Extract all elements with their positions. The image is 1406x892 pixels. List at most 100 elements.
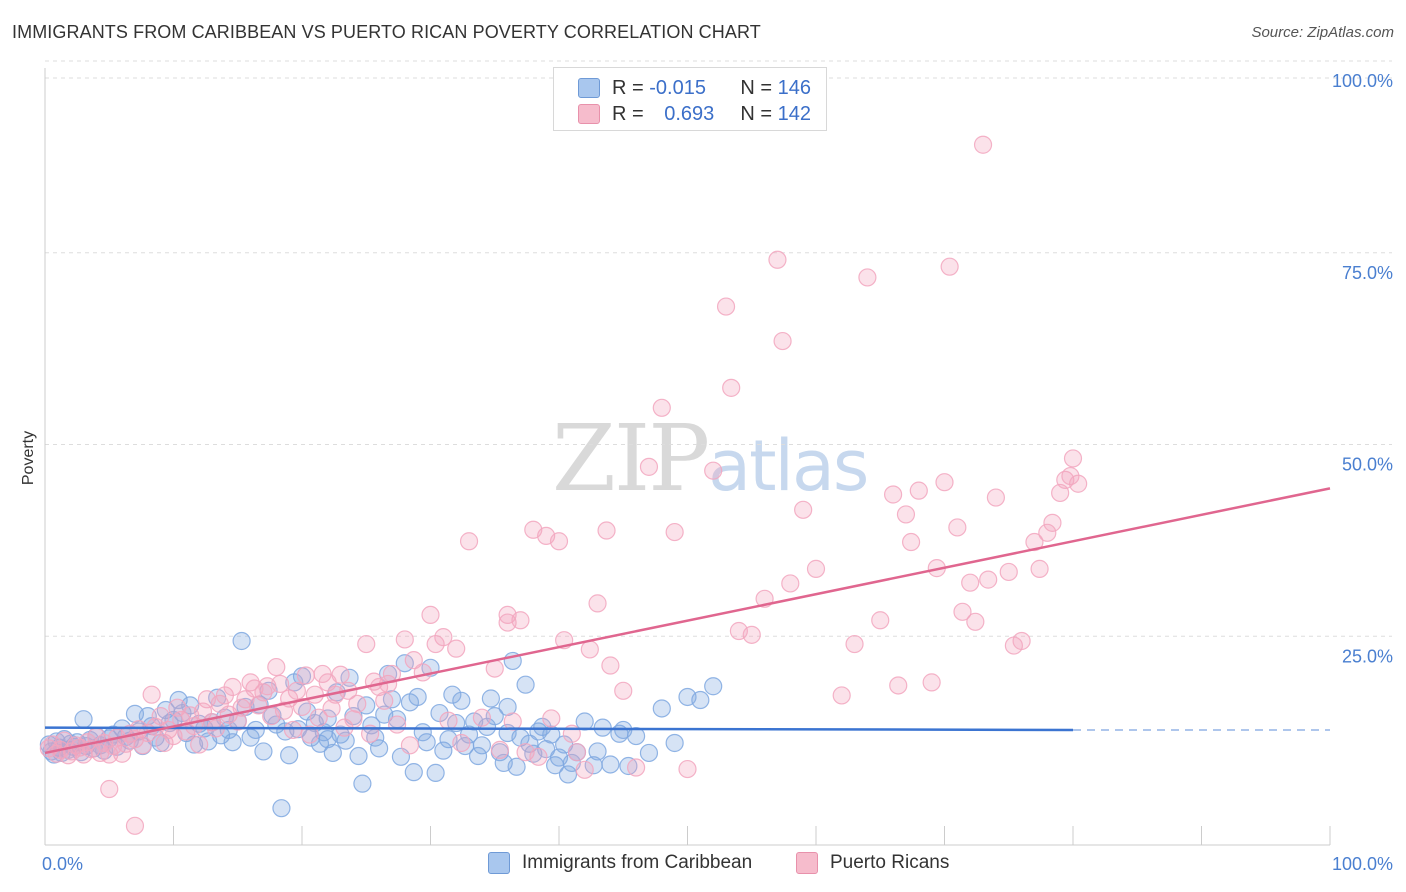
data-point — [459, 532, 479, 551]
bottom-legend-label: Puerto Ricans — [830, 852, 950, 873]
data-point — [940, 257, 959, 276]
data-point — [845, 634, 864, 654]
data-point — [806, 559, 826, 578]
data-point — [348, 694, 367, 713]
data-point — [597, 521, 616, 540]
trend-line-caribbean — [44, 726, 1074, 732]
data-point — [426, 763, 445, 783]
data-point — [601, 656, 620, 675]
watermark-zip: ZIP — [552, 405, 710, 512]
legend-row-caribbean: R = -0.015 N = 146 — [578, 76, 811, 100]
data-point — [858, 268, 877, 287]
data-point — [434, 741, 453, 760]
data-point — [125, 816, 145, 835]
data-point — [691, 690, 710, 710]
data-point — [267, 657, 286, 677]
data-point — [678, 759, 697, 779]
data-point — [742, 625, 761, 644]
legend-n-value: 146 — [777, 76, 811, 99]
data-point — [280, 746, 299, 765]
legend-swatch-caribbean — [578, 78, 600, 98]
legend-row-puerto-ricans: R = 0.693 N = 142 — [578, 102, 811, 126]
data-point — [768, 250, 787, 269]
data-point — [773, 331, 792, 351]
data-point — [223, 733, 242, 752]
grid-lines — [45, 60, 1392, 637]
data-point — [542, 709, 561, 728]
tick-labels: 100.0% 75.0% 50.0% 25.0% 0.0% 100.0% — [42, 71, 1393, 874]
data-point — [781, 574, 800, 593]
data-point — [296, 666, 315, 685]
data-point — [472, 736, 491, 755]
trend-lines — [44, 487, 1331, 755]
data-point — [375, 691, 394, 710]
data-point — [1012, 631, 1031, 651]
data-point — [979, 570, 998, 589]
data-point — [272, 799, 291, 818]
data-point — [1025, 532, 1044, 552]
data-point — [832, 686, 851, 705]
bottom-legend-swatch-puerto-ricans — [796, 852, 818, 874]
data-point — [283, 720, 303, 740]
data-point — [973, 135, 993, 154]
data-point — [922, 673, 941, 692]
data-point — [232, 631, 251, 651]
data-point — [357, 696, 376, 715]
data-point — [447, 639, 466, 658]
legend-n-value: 142 — [777, 102, 811, 125]
data-point — [614, 681, 633, 700]
trend-line-puerto-ricans — [44, 487, 1331, 755]
legend-r-value: 0.693 — [664, 102, 715, 125]
data-point — [716, 297, 736, 316]
data-point — [588, 594, 607, 613]
data-point — [549, 532, 569, 551]
data-point — [567, 743, 587, 762]
bottom-legend-puerto-ricans: Puerto Ricans — [796, 852, 949, 874]
data-point — [190, 735, 209, 754]
legend-n-label: N = — [740, 76, 773, 99]
data-point — [452, 733, 471, 753]
data-point — [382, 690, 402, 709]
watermark-atlas: atlas — [708, 425, 869, 507]
data-point — [344, 710, 363, 729]
data-point — [408, 687, 427, 707]
data-point — [575, 712, 594, 731]
data-point — [100, 779, 119, 799]
data-point — [481, 689, 500, 708]
data-point — [498, 605, 517, 625]
data-point — [357, 634, 376, 654]
data-point — [580, 640, 599, 659]
data-point — [468, 746, 488, 766]
data-point — [331, 665, 350, 684]
data-point — [404, 763, 423, 782]
data-point — [490, 740, 509, 759]
data-point — [507, 757, 526, 776]
data-point — [889, 676, 908, 695]
source-label: Source: ZipAtlas.com — [1251, 24, 1394, 41]
legend-r-label: R = — [612, 102, 644, 125]
data-point — [142, 685, 161, 704]
data-point — [639, 743, 659, 763]
data-point — [434, 628, 453, 647]
bottom-legend-caribbean: Immigrants from Caribbean — [488, 852, 752, 874]
data-point — [1038, 523, 1057, 542]
y-tick-label: 50.0% — [1342, 455, 1393, 475]
data-point — [336, 731, 355, 750]
data-point — [704, 461, 723, 480]
data-point — [254, 742, 273, 761]
data-point — [443, 685, 462, 704]
data-point — [588, 742, 607, 761]
data-point — [300, 725, 319, 744]
data-point — [413, 663, 432, 682]
data-point — [652, 699, 671, 718]
data-point — [309, 708, 328, 727]
data-point — [794, 500, 813, 519]
data-point — [961, 573, 980, 592]
data-point — [516, 675, 535, 694]
legend-r-label: R = — [612, 76, 644, 99]
data-point — [370, 739, 389, 758]
bottom-legend-label: Immigrants from Caribbean — [522, 852, 753, 873]
data-point — [619, 756, 638, 776]
data-point — [1030, 559, 1049, 578]
data-point — [1069, 474, 1088, 493]
